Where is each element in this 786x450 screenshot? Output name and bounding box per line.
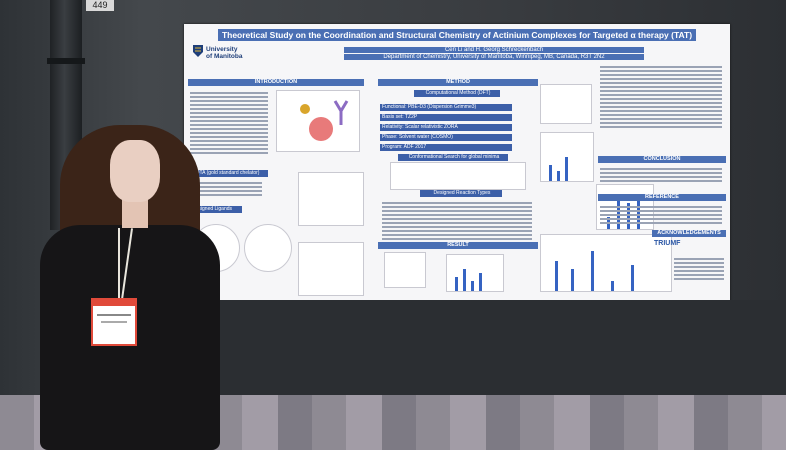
dota-structure bbox=[298, 172, 364, 226]
logo-line-2: of Manitoba bbox=[206, 53, 243, 60]
introduction-heading: INTRODUCTION bbox=[188, 79, 364, 86]
method-box-6: Program: ADF 2017 bbox=[380, 144, 512, 151]
method-box-1: Computational Method (DFT) bbox=[414, 90, 500, 97]
poster-title-text: Theoretical Study on the Coordination an… bbox=[217, 29, 697, 41]
result-chart-2 bbox=[540, 132, 594, 182]
conclusion-heading: CONCLUSION bbox=[598, 156, 726, 163]
complex-structure bbox=[540, 84, 592, 124]
hopo-structure bbox=[298, 242, 364, 296]
ligand-ring-2 bbox=[244, 224, 292, 272]
intro-text bbox=[190, 90, 268, 156]
affiliation: Department of Chemistry, University of M… bbox=[344, 54, 644, 60]
summary-text bbox=[600, 64, 722, 130]
acknowledgements-text bbox=[674, 256, 724, 282]
conformation-flowchart bbox=[390, 162, 526, 190]
dota-text bbox=[192, 180, 262, 198]
acknowledgements-heading: ACKNOWLEDGEMENTS bbox=[652, 230, 726, 237]
person-neck bbox=[122, 198, 148, 228]
molecule-icon bbox=[300, 100, 349, 141]
dota-subheading: DOTA (gold standard chelator) bbox=[190, 170, 268, 177]
name-badge bbox=[91, 298, 137, 346]
method-box-4: Relativity: Scalar relativistic ZORA bbox=[380, 124, 512, 131]
poster-authors: Cen Li and H. Georg Schreckenbach Depart… bbox=[344, 46, 644, 61]
logo-line-1: University bbox=[206, 46, 238, 53]
badge-text-line bbox=[101, 321, 127, 323]
university-shield-icon bbox=[193, 45, 203, 57]
reaction-text bbox=[382, 200, 532, 242]
result-heading: RESULT bbox=[378, 242, 538, 249]
sponsor-triumf-logo: TRIUMF bbox=[654, 240, 681, 247]
backdrop-lower bbox=[166, 300, 786, 395]
university-logo-text: University of Manitoba bbox=[206, 46, 242, 60]
reference-text bbox=[600, 204, 722, 226]
reaction-types-heading: Designed Reaction Types bbox=[420, 190, 502, 197]
method-box-2: Functional: PBE-D3 (Dispersion Grimme3) bbox=[380, 104, 512, 111]
result-chart-1 bbox=[446, 254, 504, 292]
poster-title: Theoretical Study on the Coordination an… bbox=[184, 29, 730, 44]
ligands-subheading: Designed Ligands bbox=[190, 206, 242, 213]
result-chart-4 bbox=[540, 234, 672, 292]
method-box-3: Basis set: TZ2P bbox=[380, 114, 512, 121]
result-molecule bbox=[384, 252, 426, 288]
method-heading: METHOD bbox=[378, 79, 538, 86]
badge-text-line bbox=[97, 314, 131, 316]
reference-heading: REFERENCE bbox=[598, 194, 726, 201]
badge-header bbox=[93, 300, 135, 306]
booth-number-tag: 449 bbox=[86, 0, 114, 11]
method-box-5: Phase: Solvent water (COSMO) bbox=[380, 134, 512, 141]
person-face bbox=[110, 140, 160, 202]
lanyard-left bbox=[118, 228, 120, 300]
intro-figure bbox=[276, 90, 360, 152]
research-poster: University of Manitoba Theoretical Study… bbox=[184, 24, 730, 312]
pole-band bbox=[47, 58, 85, 64]
author-names: Cen Li and H. Georg Schreckenbach bbox=[344, 47, 644, 53]
conclusion-text bbox=[600, 166, 722, 184]
conformational-heading: Conformational Search for global minima bbox=[398, 154, 508, 161]
